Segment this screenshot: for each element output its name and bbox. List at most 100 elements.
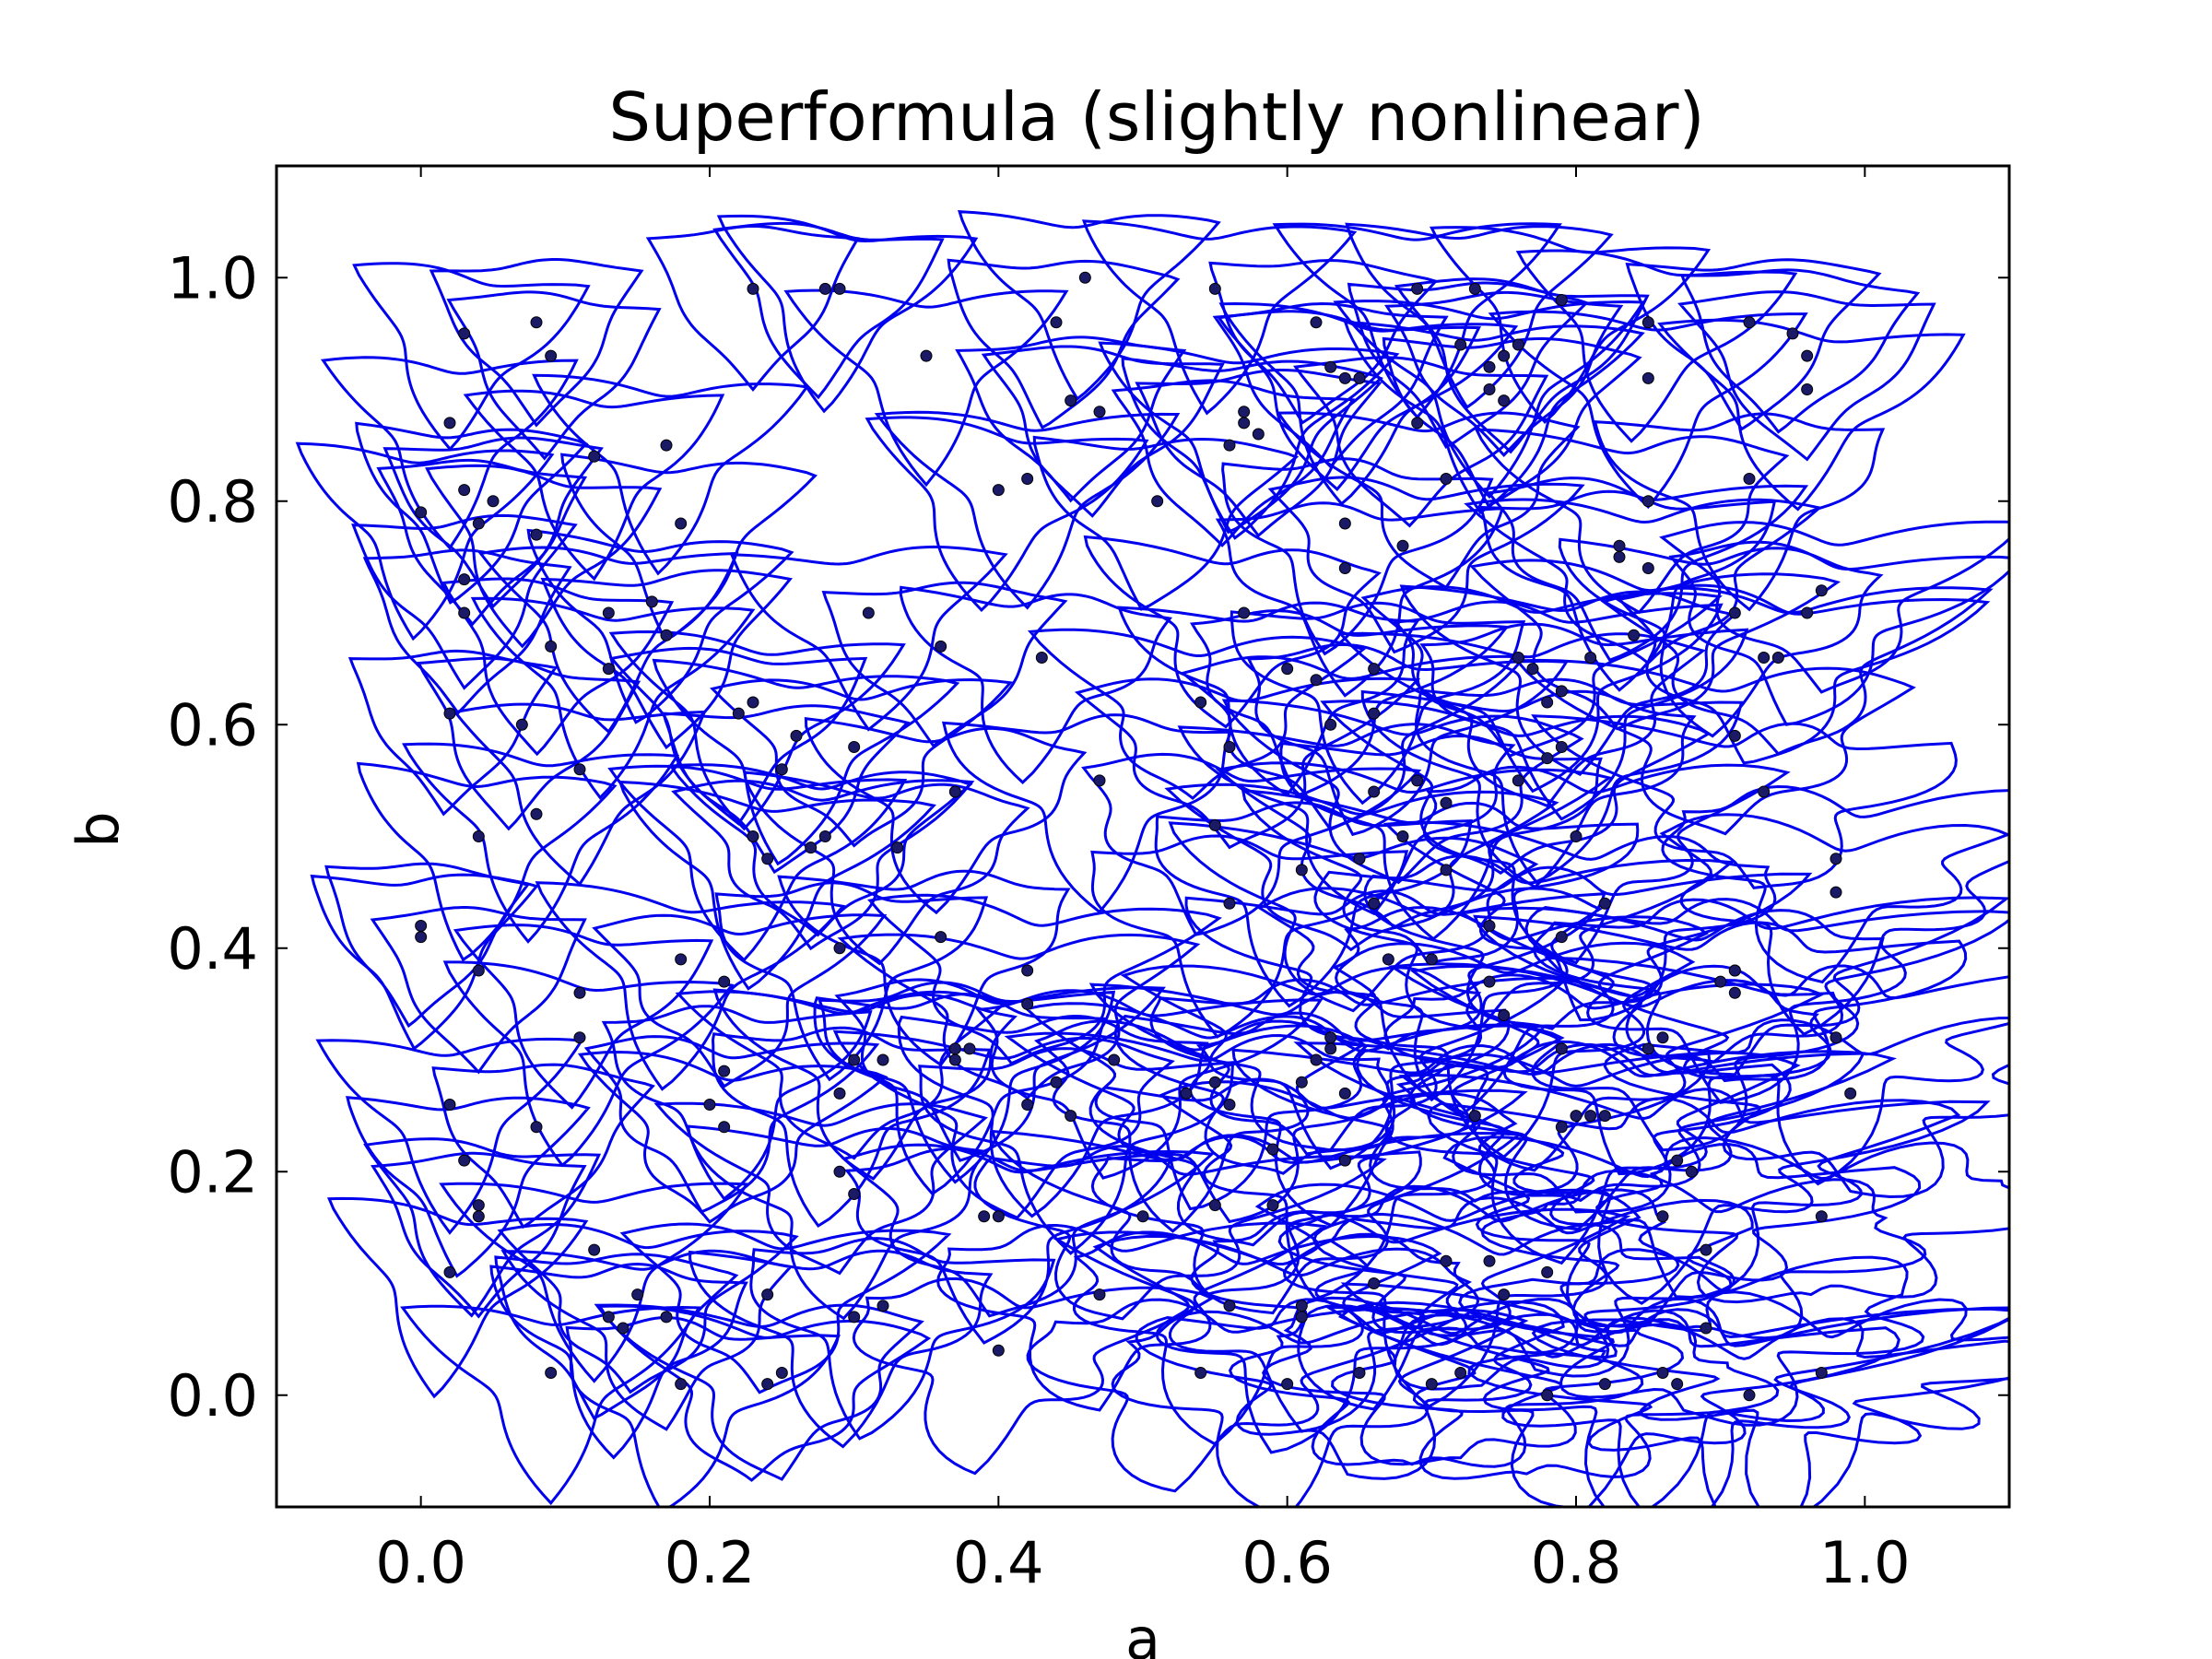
shape-outline (1677, 290, 1936, 462)
data-point (1801, 383, 1814, 395)
data-point (1368, 663, 1381, 676)
data-point (992, 484, 1005, 497)
shape-outline (1228, 1303, 1644, 1468)
data-point (1483, 1254, 1496, 1267)
data-point (1368, 897, 1381, 910)
data-points (415, 271, 1857, 1402)
data-point (1700, 1322, 1712, 1335)
shape-outline (1419, 622, 1749, 821)
shape-outline (441, 577, 675, 757)
data-point (588, 450, 601, 463)
data-point (948, 1042, 961, 1055)
data-point (833, 1165, 846, 1178)
data-point (1728, 964, 1741, 977)
data-point (545, 640, 558, 653)
data-point (790, 729, 803, 742)
data-point (1338, 1154, 1351, 1167)
data-point (675, 517, 688, 530)
shape-outline (1533, 896, 2009, 1077)
shape-outline (837, 933, 1201, 1100)
data-point (862, 606, 875, 619)
data-point (1555, 1042, 1568, 1055)
shape-outline (346, 1096, 591, 1278)
data-point (458, 573, 471, 586)
data-point (1541, 752, 1554, 765)
data-point (1815, 584, 1828, 597)
shape-outline (1657, 318, 1966, 512)
shape-outline (347, 649, 559, 817)
data-point (1078, 271, 1091, 284)
data-point (472, 1199, 485, 1212)
data-point (1656, 1367, 1669, 1379)
shape-outline (1168, 821, 1539, 1013)
shape-outline (597, 1304, 932, 1482)
data-point (1598, 897, 1611, 910)
data-point (992, 1210, 1005, 1223)
shape-outline (1600, 586, 1994, 756)
data-point (573, 986, 586, 999)
data-point (1295, 864, 1308, 877)
data-point (1570, 1110, 1583, 1123)
shape-outline (500, 1249, 794, 1431)
shape-outline (1488, 310, 1808, 510)
data-point (775, 1367, 788, 1379)
data-point (1498, 394, 1511, 407)
data-point (935, 640, 947, 653)
data-point (1498, 1288, 1511, 1301)
data-point (458, 1154, 471, 1167)
shape-outline (1473, 914, 1968, 1083)
shape-outline (1190, 1207, 1631, 1411)
data-point (1368, 785, 1381, 798)
data-point (920, 349, 933, 362)
data-point (1801, 349, 1814, 362)
shape-outline (1023, 1002, 1370, 1211)
data-point (818, 830, 831, 842)
data-point (1281, 663, 1294, 676)
shape-outline (1262, 1296, 1685, 1466)
data-point (602, 606, 615, 619)
data-point (1021, 473, 1034, 485)
data-point (1570, 830, 1583, 842)
data-point (1786, 327, 1799, 340)
data-point (1844, 1087, 1857, 1100)
data-point (1512, 774, 1524, 787)
shape-outline (874, 410, 1181, 610)
y-tick-label: 0.0 (167, 1362, 258, 1430)
data-point (472, 964, 485, 977)
shape-outline (1120, 964, 1483, 1171)
shape-outline (941, 713, 1233, 914)
data-point (1382, 953, 1394, 966)
shape-outline (1382, 336, 1642, 508)
shape-outline (1221, 457, 1494, 656)
data-point (732, 707, 745, 720)
data-point (1021, 997, 1034, 1010)
shape-outline (975, 989, 1324, 1180)
data-point (1208, 282, 1221, 295)
data-point (1208, 1199, 1221, 1212)
shape-outline (1486, 477, 1809, 662)
shape-outline (711, 1026, 992, 1229)
shape-outline (560, 453, 818, 642)
data-point (443, 1265, 456, 1278)
data-point (1483, 920, 1496, 932)
shape-outline (607, 764, 908, 962)
data-point (761, 1288, 774, 1301)
data-point (848, 1311, 861, 1324)
shape-outline (431, 1063, 655, 1230)
shape-outline (463, 389, 725, 582)
data-point (1324, 718, 1337, 731)
data-point (1368, 707, 1381, 720)
data-point (1758, 785, 1771, 798)
shape-outline (352, 262, 591, 452)
x-tick-label: 0.4 (953, 1529, 1044, 1596)
data-point (1194, 696, 1207, 709)
data-point (1411, 282, 1424, 295)
data-point (487, 495, 500, 508)
shape-outline (1180, 654, 1527, 831)
shape-outline (417, 656, 641, 831)
data-point (1454, 1367, 1467, 1379)
data-point (1065, 394, 1077, 407)
shape-outline (489, 1262, 748, 1460)
data-point (1425, 953, 1438, 966)
shape-outline (1032, 435, 1300, 611)
